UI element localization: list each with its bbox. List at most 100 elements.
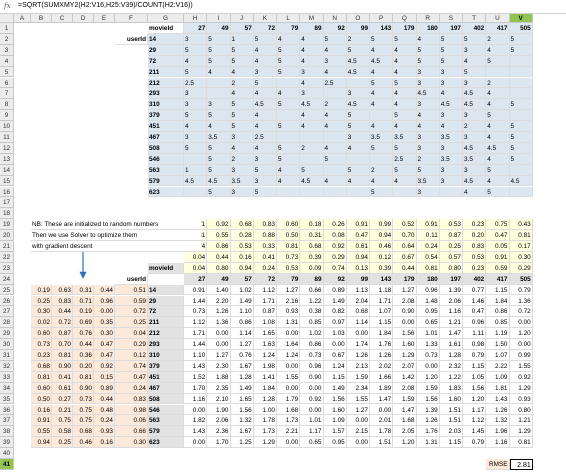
prediction-cell[interactable]: 1.09 [323, 415, 347, 427]
prediction-cell[interactable]: 1.03 [323, 328, 347, 340]
prediction-cell[interactable]: 0.00 [184, 437, 208, 449]
movie-id-header[interactable]: 89 [300, 23, 324, 34]
movie-factor-cell[interactable]: 0.53 [439, 219, 463, 231]
rating-cell[interactable] [300, 153, 324, 165]
rating-cell[interactable]: 3 [230, 132, 254, 143]
row-header-5[interactable]: 5 [0, 66, 14, 78]
prediction-cell[interactable]: 1.51 [439, 415, 463, 427]
prediction-cell[interactable]: 0.79 [463, 350, 487, 361]
user-factor-cell[interactable]: 0.73 [31, 339, 52, 350]
prediction-cell[interactable]: 0.77 [463, 284, 487, 296]
rating-cell[interactable]: 5 [230, 99, 254, 111]
prediction-cell[interactable]: 1.26 [370, 350, 394, 361]
rating-cell[interactable]: 5 [207, 44, 231, 56]
prediction-cell[interactable]: 0.00 [509, 317, 533, 329]
prediction-cell[interactable]: 2.32 [439, 360, 463, 372]
user-factor-cell[interactable]: 0.47 [94, 350, 115, 361]
movie-id-header[interactable]: 505 [509, 23, 533, 34]
user-factor-cell[interactable]: 0.81 [52, 350, 73, 361]
movie-factor-cell[interactable]: 0.39 [370, 262, 394, 274]
movie-factor-cell[interactable]: 0.81 [509, 230, 533, 241]
prediction-cell[interactable]: 1.26 [416, 415, 440, 427]
rating-cell[interactable]: 5 [393, 164, 417, 176]
prediction-cell[interactable]: 1.24 [323, 360, 347, 372]
movie-id-header-2[interactable]: 49 [207, 273, 231, 285]
movie-factor-cell[interactable]: 0.43 [509, 219, 533, 231]
rating-cell[interactable]: 4 [323, 44, 347, 56]
rating-cell[interactable]: 5 [253, 33, 277, 45]
prediction-cell[interactable]: 1.84 [370, 328, 394, 340]
select-all-corner[interactable] [0, 14, 14, 23]
prediction-cell[interactable]: 0.86 [230, 317, 254, 329]
prediction-cell[interactable]: 0.68 [346, 306, 370, 318]
movie-id-header-2[interactable]: 179 [393, 273, 417, 285]
rating-cell[interactable]: 3 [207, 99, 231, 111]
user-factor-cell[interactable]: 0.74 [115, 360, 148, 372]
rating-cell[interactable]: 5 [393, 77, 417, 89]
movie-factor-cell[interactable]: 0.80 [207, 262, 231, 274]
column-header-r[interactable]: R [416, 14, 440, 23]
prediction-cell[interactable]: 0.92 [509, 371, 533, 383]
user-factor-cell[interactable]: 0.66 [115, 426, 148, 438]
movie-id-header[interactable]: 180 [416, 23, 440, 34]
prediction-cell[interactable]: 1.84 [486, 295, 510, 307]
prediction-cell[interactable]: 0.76 [230, 350, 254, 361]
row-header-14[interactable]: 14 [0, 164, 14, 176]
rating-cell[interactable] [323, 164, 347, 176]
movie-factor-cell[interactable]: 0.44 [207, 251, 231, 263]
user-factor-cell[interactable]: 0.30 [31, 306, 52, 318]
rating-cell[interactable]: 4 [486, 88, 510, 100]
rating-cell[interactable]: 4 [416, 121, 440, 132]
user-factor-cell[interactable]: 0.92 [94, 360, 115, 372]
prediction-cell[interactable]: 1.84 [253, 382, 277, 394]
rating-cell[interactable]: 5 [463, 66, 487, 78]
movie-id-header[interactable]: 79 [277, 23, 301, 34]
user-id[interactable]: 451 [148, 121, 184, 132]
rating-cell[interactable]: 5 [486, 55, 510, 67]
user-id-2[interactable]: 508 [148, 393, 184, 405]
prediction-cell[interactable]: 1.60 [439, 393, 463, 405]
row-header-28[interactable]: 28 [0, 317, 14, 329]
user-factor-cell[interactable]: 0.25 [115, 317, 148, 329]
row-header-36[interactable]: 36 [0, 404, 14, 416]
user-id-2[interactable]: 623 [148, 437, 184, 449]
prediction-cell[interactable]: 1.39 [416, 404, 440, 416]
prediction-cell[interactable]: 1.73 [277, 415, 301, 427]
rmse-label[interactable]: RMSE [486, 459, 510, 470]
rating-cell[interactable]: 3 [439, 142, 463, 154]
movie-factor-cell[interactable]: 0.24 [416, 241, 440, 252]
prediction-cell[interactable]: 2.13 [346, 360, 370, 372]
prediction-cell[interactable]: 1.79 [277, 393, 301, 405]
column-header-o[interactable]: O [346, 14, 370, 23]
user-id[interactable]: 14 [148, 33, 184, 45]
user-factor-cell[interactable]: 0.93 [94, 426, 115, 438]
movie-id-header-2[interactable]: 57 [230, 273, 254, 285]
rating-cell[interactable]: 1 [184, 164, 208, 176]
prediction-cell[interactable]: 1.40 [207, 284, 231, 296]
movie-factor-cell[interactable]: 0.44 [393, 262, 417, 274]
prediction-cell[interactable]: 1.31 [277, 317, 301, 329]
rating-cell[interactable]: 4 [300, 55, 324, 67]
rating-cell[interactable]: 5 [277, 142, 301, 154]
rating-cell[interactable] [509, 110, 533, 122]
movie-factor-cell[interactable]: 0.92 [323, 241, 347, 252]
column-header-b[interactable]: B [31, 14, 52, 23]
rating-cell[interactable]: 2 [370, 164, 394, 176]
row-header-38[interactable]: 38 [0, 426, 14, 438]
column-header-t[interactable]: T [463, 14, 487, 23]
prediction-cell[interactable]: 0.00 [300, 404, 324, 416]
movie-id-header-2[interactable]: 180 [416, 273, 440, 285]
rating-cell[interactable]: 4.5 [300, 99, 324, 111]
rating-cell[interactable]: 5 [393, 142, 417, 154]
rating-cell[interactable]: 5 [509, 132, 533, 143]
rating-cell[interactable]: 3 [439, 175, 463, 187]
rating-cell[interactable]: 4.5 [370, 55, 394, 67]
user-id-2[interactable]: 546 [148, 404, 184, 416]
rating-cell[interactable]: 4 [486, 153, 510, 165]
movie-factor-cell[interactable]: 0.74 [323, 262, 347, 274]
rating-cell[interactable]: 5 [509, 142, 533, 154]
rating-cell[interactable]: 3 [346, 88, 370, 100]
movie-factor-cell[interactable]: 0.11 [416, 230, 440, 241]
prediction-cell[interactable]: 2.34 [346, 382, 370, 394]
prediction-cell[interactable]: 1.55 [346, 393, 370, 405]
